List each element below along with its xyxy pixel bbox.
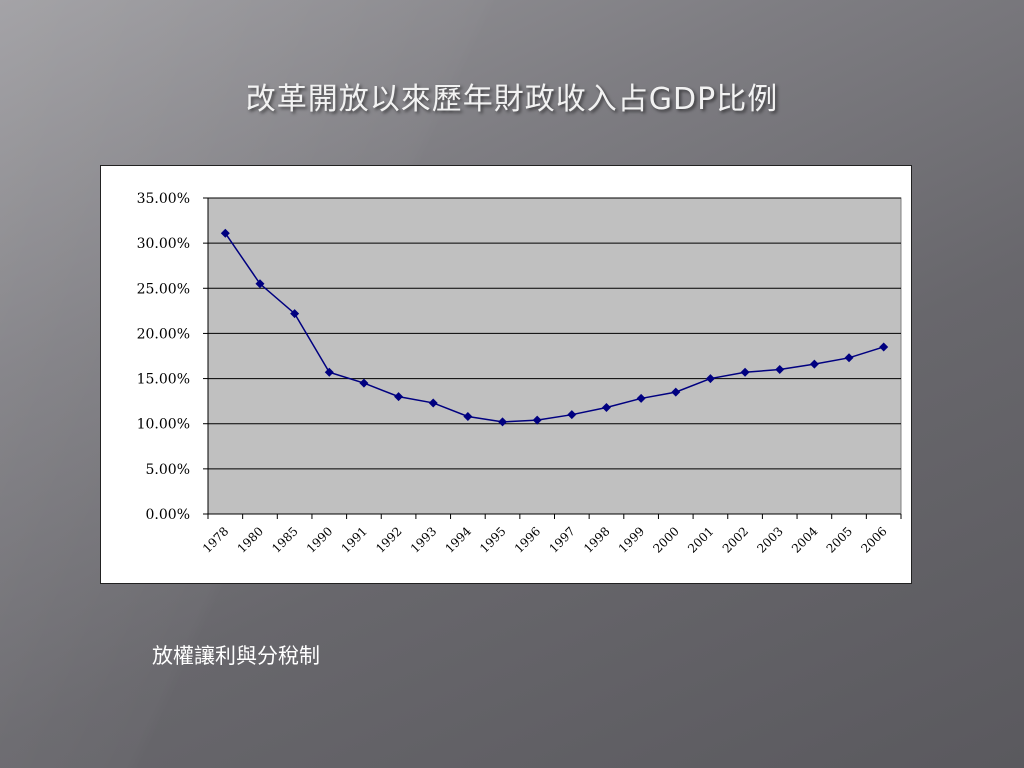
data-point-marker xyxy=(567,410,577,420)
x-tick-label: 1990 xyxy=(304,524,335,555)
x-tick-label: 1995 xyxy=(477,524,508,555)
data-point-marker xyxy=(359,378,369,388)
plot-area xyxy=(207,197,902,515)
x-tick-label: 2002 xyxy=(720,524,751,555)
x-tick-label: 2006 xyxy=(858,524,889,555)
data-point-marker xyxy=(394,392,404,402)
slide-subtitle: 放權讓利與分稅制 xyxy=(152,644,320,668)
data-point-marker xyxy=(601,402,611,412)
data-point-marker xyxy=(428,398,438,408)
data-point-marker xyxy=(463,411,473,421)
x-axis-tick-labels: 1978 1980 1985 1990 1991 1992 1993 1994 1995 1996… xyxy=(200,524,890,556)
x-tick-label: 1994 xyxy=(442,524,474,556)
y-tick-label: 35.00% xyxy=(137,191,190,207)
x-tick-label: 1993 xyxy=(408,524,439,555)
y-tick-label: 25.00% xyxy=(137,281,190,297)
data-point-marker xyxy=(705,374,715,384)
x-tick-label: 2004 xyxy=(789,524,821,556)
y-axis-tick-labels: 0.00% 5.00% 10.00% 15.00% 20.00% 25.00% 30.00%… xyxy=(137,191,190,523)
chart-container: 0.00% 5.00% 10.00% 15.00% 20.00% 25.00% 30.00%… xyxy=(100,165,912,584)
data-point-marker xyxy=(498,417,508,427)
x-tick-label: 2001 xyxy=(685,524,716,555)
data-point-marker xyxy=(740,367,750,377)
data-point-marker xyxy=(809,359,819,369)
x-tick-label: 1978 xyxy=(200,524,231,555)
x-tick-label: 1997 xyxy=(546,524,577,555)
line-chart: 0.00% 5.00% 10.00% 15.00% 20.00% 25.00% 30.00%… xyxy=(137,191,902,556)
data-series xyxy=(220,228,889,427)
data-point-marker xyxy=(255,279,265,289)
x-tick-label: 1992 xyxy=(373,524,404,555)
axes xyxy=(203,197,902,519)
x-tick-label: 2005 xyxy=(824,524,855,555)
x-tick-label: 1991 xyxy=(339,524,370,555)
y-tick-label: 10.00% xyxy=(137,417,190,433)
x-tick-label: 1996 xyxy=(512,524,543,555)
y-tick-label: 5.00% xyxy=(146,462,190,478)
grid-lines xyxy=(208,197,901,470)
x-tick-label: 2000 xyxy=(650,524,681,555)
y-tick-label: 0.00% xyxy=(146,507,190,523)
x-tick-label: 1980 xyxy=(235,524,266,555)
x-tick-label: 2003 xyxy=(754,524,785,555)
x-tick-label: 1999 xyxy=(616,524,647,555)
x-tick-label: 1998 xyxy=(581,524,612,555)
y-tick-label: 20.00% xyxy=(137,326,190,342)
data-point-marker xyxy=(220,228,230,238)
data-point-marker xyxy=(879,342,889,352)
data-point-marker xyxy=(636,393,646,403)
data-point-marker xyxy=(775,365,785,375)
data-point-marker xyxy=(844,353,854,363)
data-point-marker xyxy=(671,387,681,397)
data-point-marker xyxy=(324,367,334,377)
y-tick-label: 15.00% xyxy=(137,372,190,388)
series-line xyxy=(224,232,884,423)
data-point-marker xyxy=(290,309,300,319)
x-tick-label: 1985 xyxy=(269,524,300,555)
data-point-marker xyxy=(532,415,542,425)
slide-title: 改革開放以來歷年財政收入占GDP比例 xyxy=(245,82,779,117)
y-tick-label: 30.00% xyxy=(137,236,190,252)
